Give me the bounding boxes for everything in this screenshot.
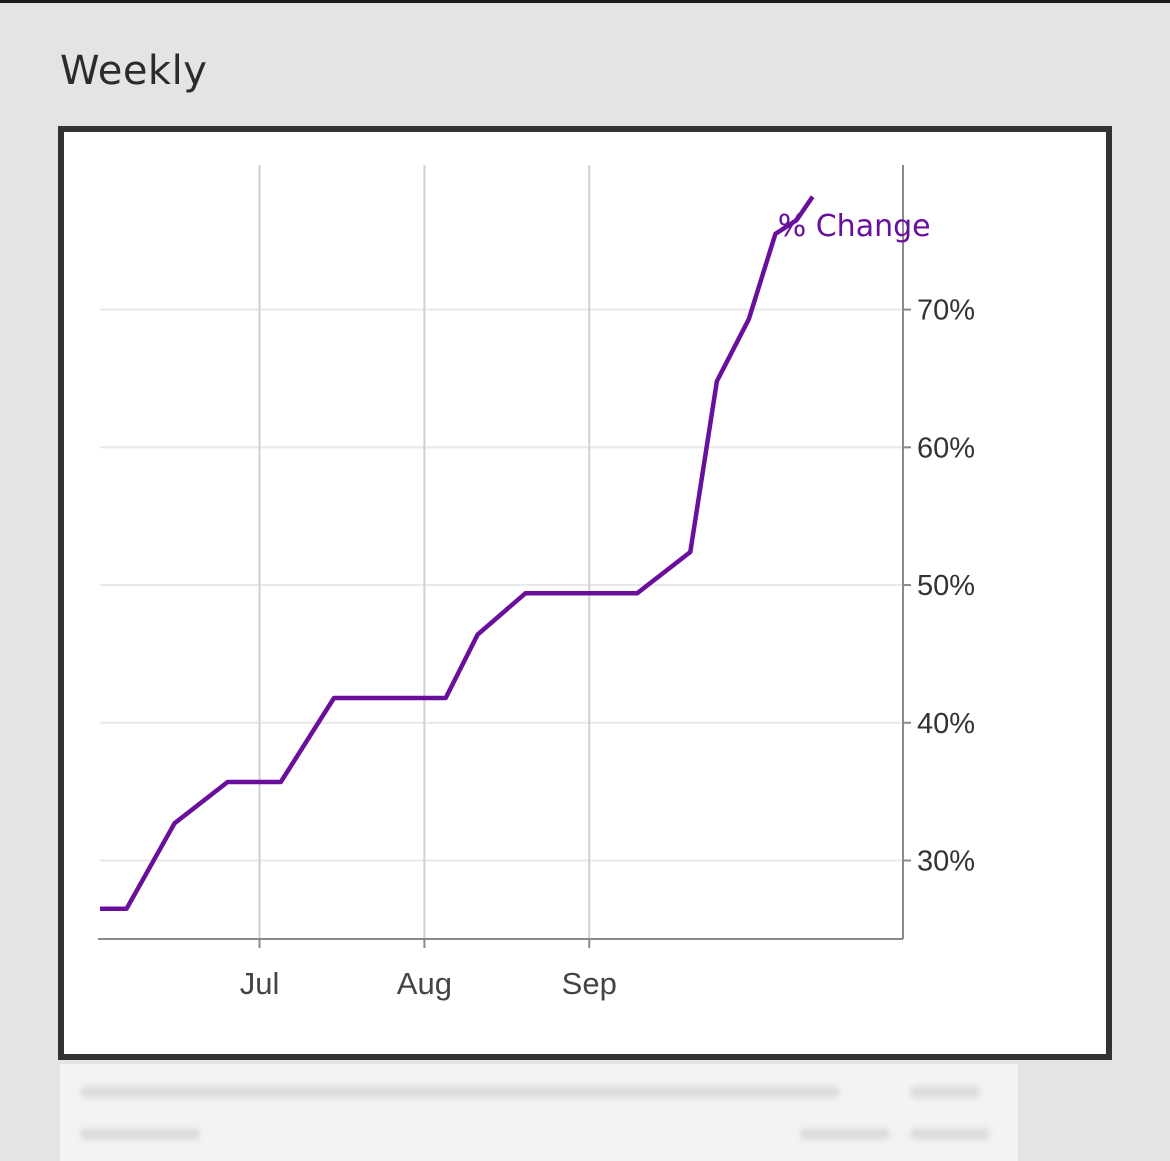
top-divider bbox=[0, 0, 1170, 3]
y-tick-label: 70% bbox=[917, 295, 975, 327]
blurred-content-panel bbox=[60, 1064, 1018, 1161]
y-tick-label: 30% bbox=[917, 845, 975, 877]
y-tick-label: 40% bbox=[917, 708, 975, 740]
grid-lines bbox=[100, 165, 903, 939]
line-chart: 30% 40% 50% 60% 70% Jul Aug Sep % Change bbox=[98, 165, 975, 1001]
y-tick-label: 50% bbox=[917, 570, 975, 602]
section-title: Weekly bbox=[60, 48, 208, 94]
blurred-text-line bbox=[80, 1128, 200, 1140]
x-tick-label: Aug bbox=[397, 966, 452, 1001]
axes bbox=[98, 165, 904, 940]
blurred-text-line bbox=[80, 1086, 840, 1098]
chart-card: 30% 40% 50% 60% 70% Jul Aug Sep % Change bbox=[58, 126, 1112, 1060]
x-axis-ticks: Jul Aug Sep bbox=[240, 939, 617, 1001]
x-tick-label: Sep bbox=[562, 966, 617, 1001]
x-tick-label: Jul bbox=[240, 966, 280, 1001]
blurred-text-line bbox=[910, 1128, 990, 1140]
blurred-text-line bbox=[910, 1086, 980, 1098]
y-axis-ticks: 30% 40% 50% 60% 70% bbox=[903, 295, 975, 877]
y-tick-label: 60% bbox=[917, 432, 975, 464]
blurred-text-line bbox=[800, 1128, 890, 1140]
series-line bbox=[100, 195, 815, 911]
series-layer: % Change bbox=[100, 195, 931, 911]
series-label: % Change bbox=[778, 209, 931, 244]
